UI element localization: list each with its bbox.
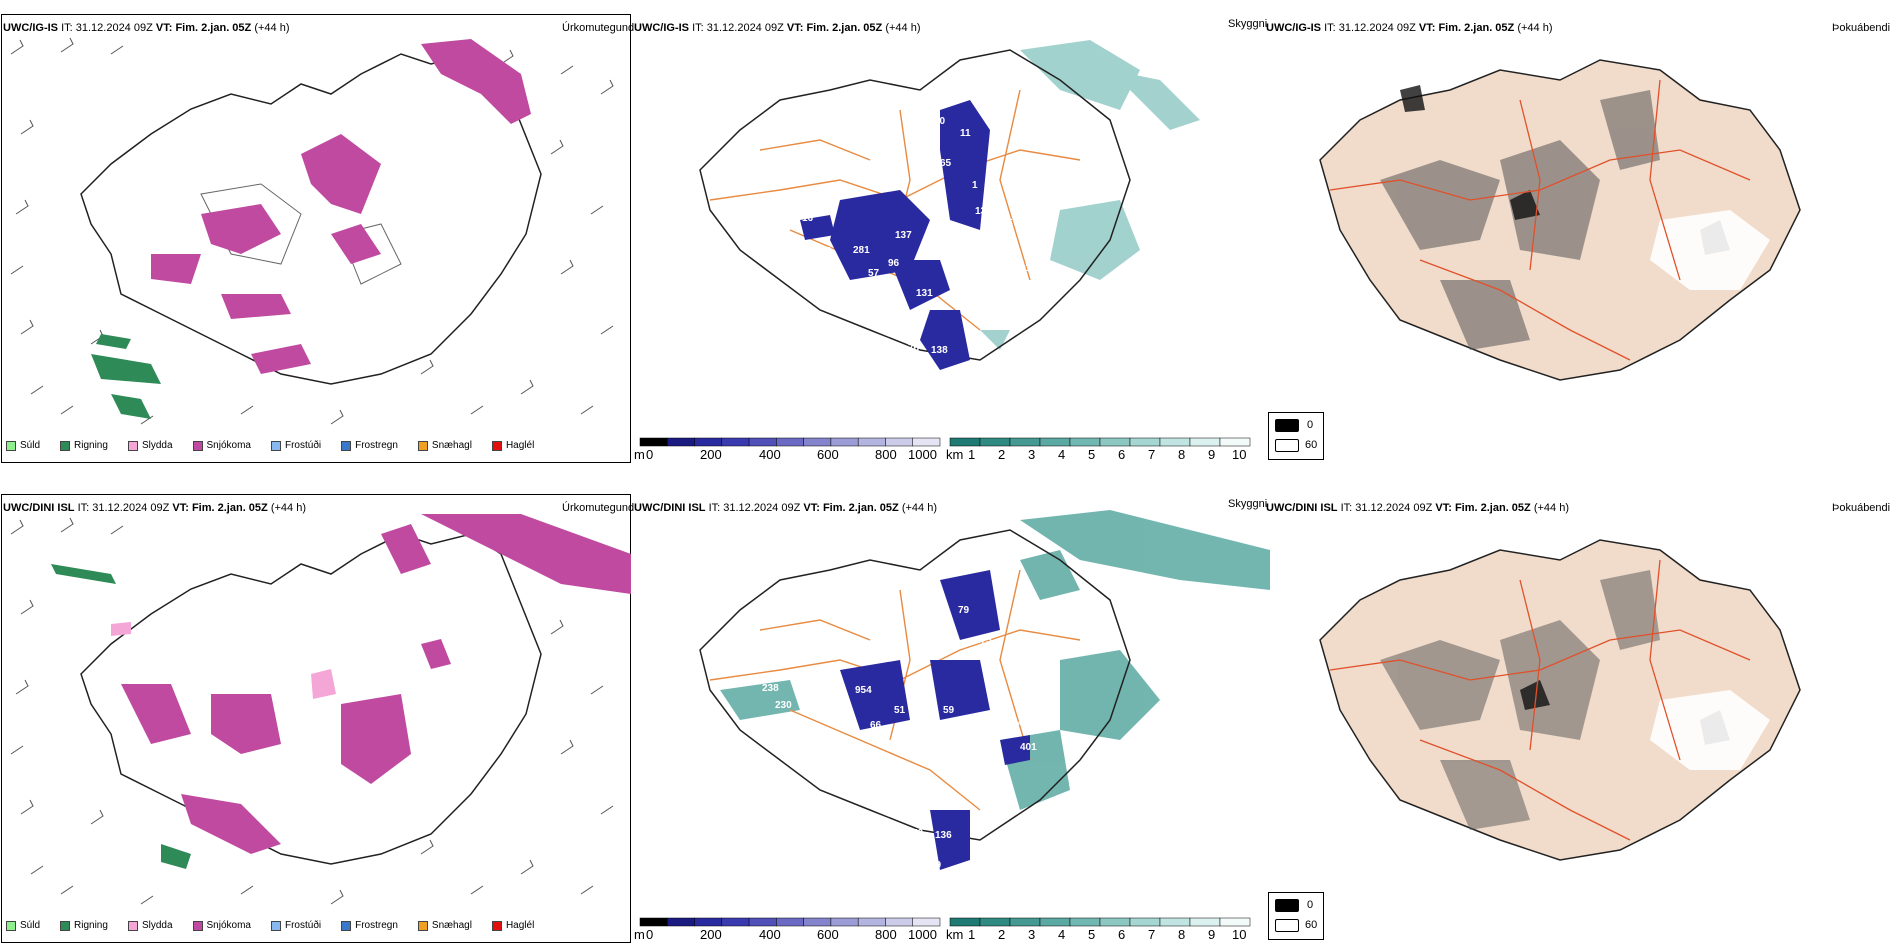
colorbar-segment: [1009, 917, 1041, 927]
colorbar-segment: [721, 437, 750, 447]
fog-legend-row2: 0 60: [1268, 892, 1324, 940]
legend-item: Slydda: [127, 920, 173, 931]
panel-type-fog-row2: Þokuábendi: [1832, 502, 1891, 514]
colorbar-segment: [1069, 437, 1101, 447]
legend-item: Slydda: [127, 440, 173, 451]
colorbar-segment: [912, 917, 941, 927]
colorbar-segment: [1069, 917, 1101, 927]
vis-ticks-row2: 1 2 3 4 5 6 7 8 9 10: [968, 927, 1247, 942]
colorbar-segment: [748, 437, 777, 447]
vis-ticks-row1: 1 2 3 4 5 6 7 8 9 10: [968, 447, 1247, 462]
cloud-map-row1: [699, 40, 1200, 370]
vis-unit-row1: km: [946, 447, 964, 462]
colorbar-segment: [803, 437, 832, 447]
cloud-labels-row2: 79 108 175 238 954 230 400 51 59 66 20 2…: [762, 605, 1037, 873]
colorbar-segment: [1189, 437, 1221, 447]
legend-item: Snjókoma: [192, 440, 251, 451]
height-ticks-row2: 0 200 400 600 800 1000: [646, 927, 937, 942]
colorbar-segment: [667, 437, 695, 447]
precip-legend-row2: Súld Rigning Slydda Snjókoma Frostúði Fr…: [6, 920, 548, 931]
colorbar-segment: [912, 437, 941, 447]
panel-title-cloud-row1: UWC/IG-IS IT: 31.12.2024 09Z VT: Fim. 2.…: [634, 22, 921, 34]
fog-legend-row1: 0 60: [1268, 412, 1324, 460]
height-colorbar-row2: [639, 917, 941, 927]
colorbar-segment: [1219, 437, 1251, 447]
precip-panel-row2: [1, 494, 631, 943]
colorbar-segment: [1039, 917, 1071, 927]
colorbar-segment: [857, 437, 886, 447]
colorbar-segment: [885, 917, 913, 927]
legend-item: Snjókoma: [192, 920, 251, 931]
legend-item: Súld: [6, 440, 40, 451]
legend-item: Snæhagl: [417, 440, 472, 451]
colorbar-segment: [1099, 437, 1131, 447]
legend-item: Frostúði: [270, 920, 321, 931]
colorbar-segment: [1159, 437, 1191, 447]
cloud-map-row2: [699, 510, 1270, 870]
colorbar-segment: [776, 917, 804, 927]
panel-title-fog-row1: UWC/IG-IS IT: 31.12.2024 09Z VT: Fim. 2.…: [1266, 22, 1553, 34]
precip-panel-row1: [1, 14, 631, 463]
colorbar-segment: [1009, 437, 1041, 447]
panel-title-fog-row2: UWC/DINI ISL IT: 31.12.2024 09Z VT: Fim.…: [1266, 502, 1569, 514]
fog-map-row1: [1319, 59, 1801, 381]
panel-type-cloud-row1: Skyggni: [1228, 18, 1268, 30]
colorbar-segment: [694, 437, 723, 447]
height-ticks-row1: 0 200 400 600 800 1000: [646, 447, 937, 462]
panel-type-precip-row2: Úrkomutegund: [562, 502, 635, 514]
colorbar-segment: [857, 917, 886, 927]
panel-title-cloud-row2: UWC/DINI ISL IT: 31.12.2024 09Z VT: Fim.…: [634, 502, 937, 514]
colorbar-segment: [949, 917, 981, 927]
precip-map-row1: [10, 37, 614, 425]
colorbar-segment: [639, 437, 668, 447]
legend-item: Frostregn: [341, 440, 398, 451]
fog-map-row2: [1319, 539, 1801, 861]
colorbar-segment: [1189, 917, 1221, 927]
precip-map-row2: [10, 514, 631, 905]
colorbar-segment: [885, 437, 913, 447]
panel-title-precip-row1: UWC/IG-IS IT: 31.12.2024 09Z VT: Fim. 2.…: [3, 22, 290, 34]
colorbar-segment: [1099, 917, 1131, 927]
colorbar-segment: [1219, 917, 1251, 927]
colorbar-segment: [694, 917, 723, 927]
legend-item: Snæhagl: [417, 920, 472, 931]
legend-item: Frostregn: [341, 920, 398, 931]
legend-item: Frostúði: [270, 440, 321, 451]
vis-unit-row2: km: [946, 927, 964, 942]
legend-item: Haglél: [491, 920, 534, 931]
colorbar-segment: [748, 917, 777, 927]
height-unit-row2: m: [634, 927, 645, 942]
colorbar-segment: [979, 917, 1011, 927]
colorbar-segment: [830, 917, 859, 927]
colorbar-segment: [1159, 917, 1191, 927]
colorbar-segment: [667, 917, 695, 927]
panel-title-precip-row2: UWC/DINI ISL IT: 31.12.2024 09Z VT: Fim.…: [3, 502, 306, 514]
legend-item: Haglél: [491, 440, 534, 451]
colorbar-segment: [1129, 917, 1161, 927]
cloud-labels-row1: 30 11 65 1 16 137 136 685 398 250 29 281…: [725, 116, 1031, 396]
colorbar-segment: [1039, 437, 1071, 447]
vis-colorbar-row1: [949, 437, 1251, 447]
colorbar-segment: [830, 437, 859, 447]
panel-type-fog-row1: Þokuábendi: [1832, 22, 1891, 34]
colorbar-segment: [803, 917, 832, 927]
vis-colorbar-row2: [949, 917, 1251, 927]
colorbar-segment: [639, 917, 668, 927]
legend-item: Súld: [6, 920, 40, 931]
colorbar-segment: [1129, 437, 1161, 447]
legend-item: Rigning: [60, 440, 108, 451]
precip-legend-row1: Súld Rigning Slydda Snjókoma Frostúði Fr…: [6, 440, 548, 451]
colorbar-segment: [721, 917, 750, 927]
height-colorbar-row1: [639, 437, 941, 447]
legend-item: Rigning: [60, 920, 108, 931]
height-unit-row1: m: [634, 447, 645, 462]
panel-type-cloud-row2: Skyggni: [1228, 498, 1268, 510]
colorbar-segment: [949, 437, 981, 447]
colorbar-segment: [776, 437, 804, 447]
colorbar-segment: [979, 437, 1011, 447]
panel-type-precip-row1: Úrkomutegund: [562, 22, 635, 34]
